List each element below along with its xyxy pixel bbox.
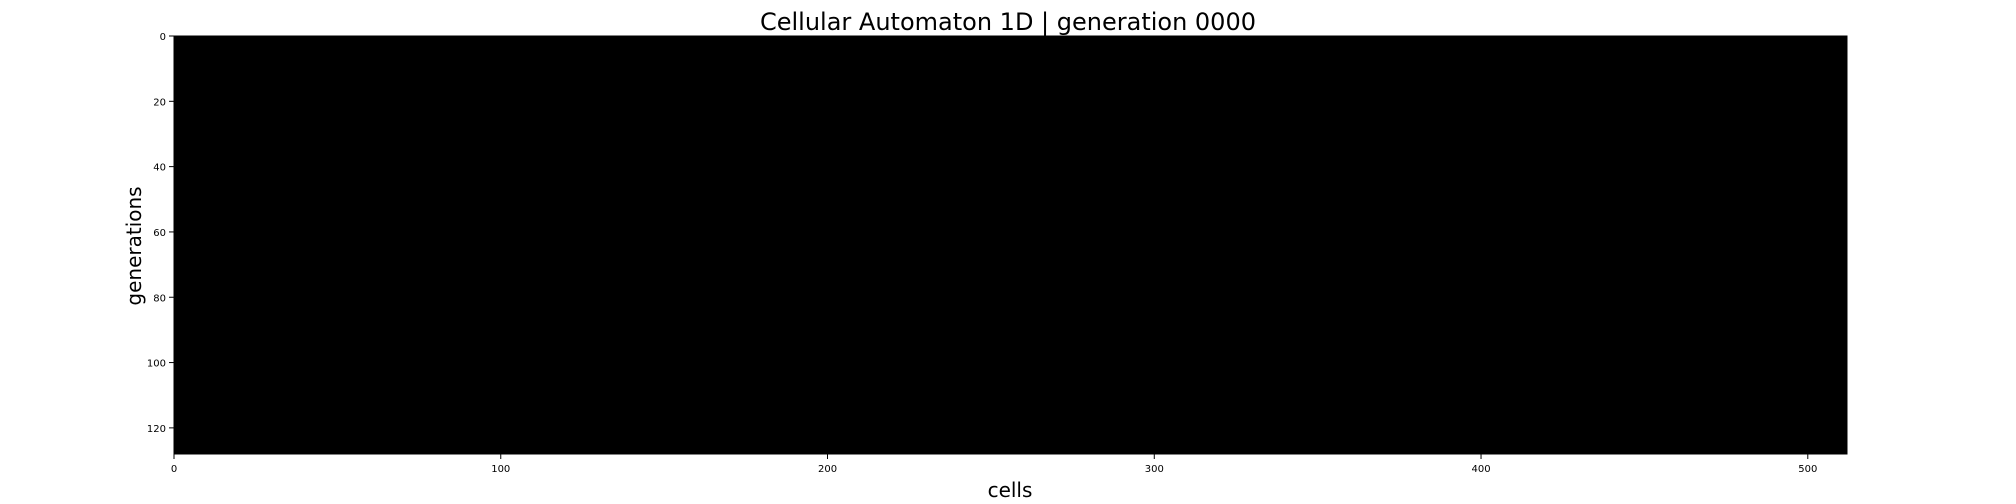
y-axis-ticks: 0 20 40 60 80 100 120 [147,32,174,435]
y-tick-label: 100 [147,359,166,370]
x-tick-label: 200 [818,464,837,475]
y-tick-label: 40 [153,163,166,174]
chart-title: Cellular Automaton 1D | generation 0000 [760,8,1256,36]
y-tick-label: 120 [147,424,166,435]
y-axis-label: generations [122,186,146,305]
x-tick-label: 400 [1471,464,1490,475]
x-tick-label: 500 [1798,464,1817,475]
x-tick-label: 300 [1145,464,1164,475]
y-tick-label: 80 [153,293,166,304]
y-tick-label: 60 [153,228,166,239]
y-tick-label: 0 [160,32,166,43]
x-tick-label: 0 [171,464,177,475]
plot-area [173,35,1848,455]
plot-frame [173,35,1848,455]
x-axis-ticks: 0 100 200 300 400 500 [171,454,1817,475]
y-tick-label: 20 [153,97,166,108]
x-axis-label: cells [988,478,1033,502]
x-tick-label: 100 [491,464,510,475]
heatmap-image [174,36,1847,454]
